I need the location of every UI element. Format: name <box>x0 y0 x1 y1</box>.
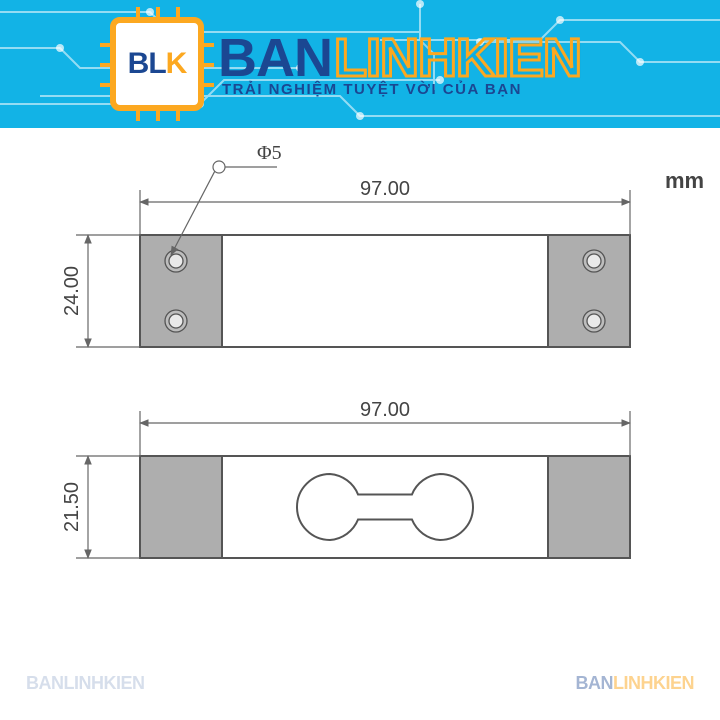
svg-text:Φ5: Φ5 <box>257 142 282 164</box>
drawing-svg: 97.00 24.00 Φ5 mm 97.00 21.50 <box>0 126 720 720</box>
chip-logo-text: BLK <box>128 47 187 81</box>
svg-text:24.00: 24.00 <box>61 266 83 316</box>
svg-text:21.50: 21.50 <box>61 482 83 532</box>
wm-br-b: LINHKIEN <box>613 673 694 693</box>
brand-wordmark: BAN LINHKIEN <box>218 31 581 85</box>
chip-text-2: K <box>166 47 187 80</box>
chip-text-1: BL <box>128 47 166 80</box>
wm-br-a: BAN <box>576 673 614 693</box>
brand-tagline: TRẢI NGHIỆM TUYỆT VỜI CỦA BẠN <box>222 81 581 98</box>
wm-bl-a: BAN <box>26 673 64 693</box>
watermark-bottom-right: BANLINHKIEN <box>576 673 695 694</box>
watermark-bottom-left: BANLINHKIEN <box>26 673 145 694</box>
svg-text:mm: mm <box>665 168 704 193</box>
header-banner: BLK BAN LINHKIEN TRẢI NGHIỆM TUYỆT VỜI C… <box>0 0 720 128</box>
svg-text:97.00: 97.00 <box>360 178 410 200</box>
wm-bl-b: LINHKIEN <box>64 673 145 693</box>
svg-text:97.00: 97.00 <box>360 399 410 421</box>
technical-drawing: 97.0024.00Φ5mm97.0021.50 BANLINHKIEN BAN… <box>0 128 720 720</box>
brand-chip-icon: BLK <box>110 17 204 111</box>
brand-word-1: BAN <box>218 31 332 85</box>
brand-word-2: LINHKIEN <box>334 31 581 85</box>
